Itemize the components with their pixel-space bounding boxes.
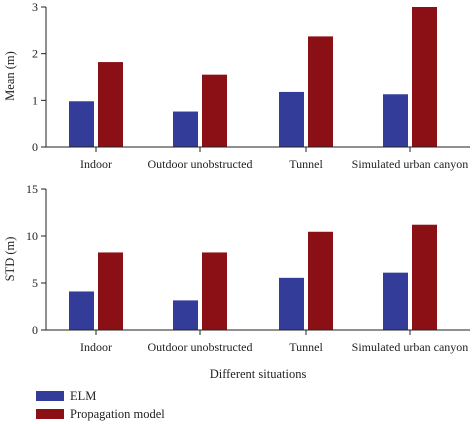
mean-bar-propagation	[98, 62, 123, 147]
std-bar-propagation	[308, 231, 333, 330]
std-x-tick-label: Tunnel	[289, 340, 323, 354]
std-y-tick-label: 0	[32, 323, 38, 337]
legend-label-propagation: Propagation model	[70, 407, 165, 421]
std-bar-propagation	[412, 224, 437, 330]
std-y-ticks: 0 5 10 15	[26, 182, 46, 337]
mean-y-tick-label: 3	[32, 0, 38, 14]
legend-swatch-elm	[36, 391, 64, 401]
legend-label-elm: ELM	[70, 389, 96, 403]
std-x-tick-label: Simulated urban canyon	[352, 340, 469, 354]
mean-y-axis-title: Mean (m)	[3, 51, 17, 101]
mean-y-tick-label: 2	[32, 47, 38, 61]
mean-x-ticks: Indoor Outdoor unobstructed Tunnel Simulate…	[80, 147, 468, 171]
std-x-ticks: Indoor Outdoor unobstructed Tunnel Simulate…	[80, 330, 468, 354]
std-y-axis-title: STD (m)	[3, 237, 17, 282]
mean-bar-elm	[69, 101, 94, 147]
std-y-tick-label: 10	[26, 229, 38, 243]
std-bar-propagation	[202, 252, 227, 330]
mean-bar-propagation	[308, 36, 333, 147]
std-bar-elm	[173, 300, 198, 330]
mean-bar-propagation	[202, 74, 227, 147]
x-axis-title: Different situations	[210, 367, 307, 381]
std-bars	[69, 224, 437, 330]
mean-y-ticks: 0 1 2 3	[32, 0, 46, 154]
legend-swatch-propagation	[36, 409, 64, 419]
std-bar-elm	[383, 272, 408, 330]
std-y-tick-label: 5	[32, 276, 38, 290]
mean-x-tick-label: Indoor	[80, 157, 112, 171]
std-chart: 0 5 10 15 Indoor Outdoor unobstructed Tunnel S…	[3, 182, 470, 354]
std-x-tick-label: Indoor	[80, 340, 112, 354]
std-bar-elm	[69, 291, 94, 330]
mean-x-tick-label: Simulated urban canyon	[352, 157, 469, 171]
mean-bar-elm	[173, 111, 198, 147]
std-y-tick-label: 15	[26, 182, 38, 196]
std-x-tick-label: Outdoor unobstructed	[148, 340, 253, 354]
mean-bar-elm	[279, 91, 304, 147]
mean-x-tick-label: Tunnel	[289, 157, 323, 171]
mean-x-tick-label: Outdoor unobstructed	[148, 157, 253, 171]
mean-bars	[69, 7, 437, 147]
mean-y-tick-label: 0	[32, 140, 38, 154]
legend: ELM Propagation model	[36, 389, 165, 421]
mean-chart: 0 1 2 3 Indoor Outdoor unobstructed Tunnel Sim…	[3, 0, 470, 171]
mean-bar-propagation	[412, 7, 437, 147]
std-bar-propagation	[98, 252, 123, 330]
mean-y-tick-label: 1	[32, 93, 38, 107]
mean-bar-elm	[383, 94, 408, 147]
std-bar-elm	[279, 277, 304, 330]
